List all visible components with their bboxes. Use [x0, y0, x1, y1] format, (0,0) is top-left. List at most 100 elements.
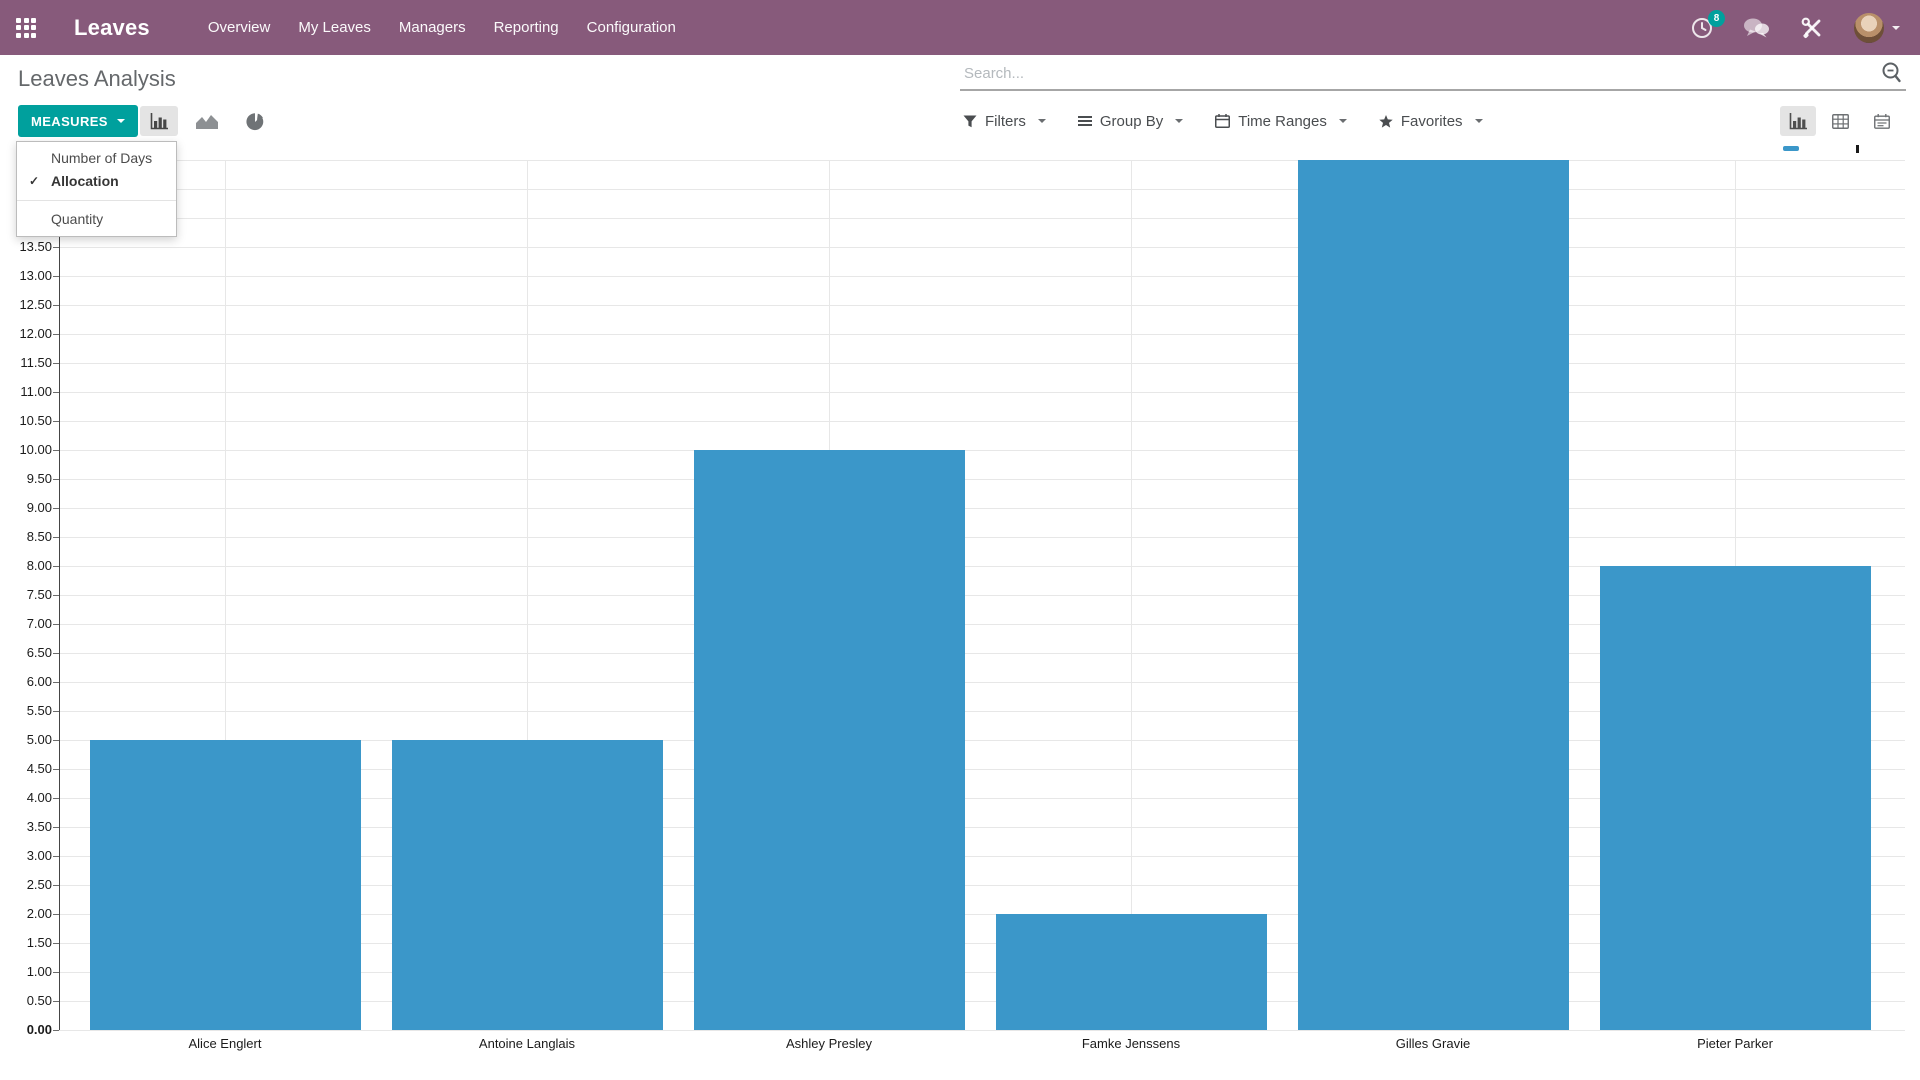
menu-item-overview[interactable]: Overview: [207, 19, 271, 36]
favorites-menu[interactable]: Favorites: [1379, 113, 1483, 130]
y-tick-mark: [53, 884, 59, 886]
bar[interactable]: [995, 914, 1267, 1030]
y-gridline: [59, 855, 1905, 857]
search-bar: [960, 56, 1906, 91]
messages-button[interactable]: [1743, 17, 1770, 39]
y-tick-label: 5.50: [26, 703, 52, 718]
y-tick-label: 9.00: [26, 500, 52, 515]
group-by-label: Group By: [1099, 112, 1164, 130]
view-switcher: [1780, 106, 1900, 136]
x-gridline: [224, 160, 226, 1030]
activities-button[interactable]: 8: [1691, 9, 1725, 39]
menu-item-my-leaves[interactable]: My Leaves: [298, 19, 371, 36]
y-tick-label: 13.50: [19, 239, 52, 254]
y-tick-label: 10.00: [19, 442, 52, 457]
y-tick-label: 10.50: [19, 413, 52, 428]
y-tick-mark: [53, 391, 59, 393]
filters-menu[interactable]: Filters: [963, 113, 1046, 130]
y-tick-mark: [53, 507, 59, 509]
y-tick-label: 3.00: [26, 848, 52, 863]
pie-chart-type-button[interactable]: [236, 106, 274, 136]
y-tick-mark: [53, 826, 59, 828]
menu-item-configuration[interactable]: Configuration: [586, 19, 676, 36]
filters-label: Filters: [985, 112, 1026, 130]
search-icon[interactable]: [1880, 61, 1904, 85]
y-gridline: [59, 420, 1905, 422]
support-tools-button[interactable]: [1800, 16, 1824, 40]
y-tick-label: 6.50: [26, 645, 52, 660]
bar-chart-type-button[interactable]: [140, 106, 178, 136]
y-tick-mark: [53, 942, 59, 944]
apps-menu-button[interactable]: [0, 0, 52, 55]
x-axis-label: Famke Jenssens: [1081, 1036, 1181, 1051]
y-tick-mark: [53, 797, 59, 799]
bar[interactable]: [1599, 566, 1871, 1030]
menu-item-reporting[interactable]: Reporting: [493, 19, 559, 36]
legend-label-mark: [1856, 145, 1859, 153]
pivot-view-button[interactable]: [1822, 106, 1858, 136]
bar[interactable]: [1297, 160, 1569, 1030]
activity-count-badge: 8: [1708, 9, 1725, 27]
app-title[interactable]: Leaves: [74, 14, 150, 40]
y-tick-label: 4.00: [26, 790, 52, 805]
y-tick-label: 11.00: [20, 384, 52, 399]
measure-option-allocation[interactable]: ✓ Allocation: [17, 170, 176, 193]
measure-option-label: Number of Days: [51, 150, 153, 166]
measures-button-label: MEASURES: [31, 113, 108, 129]
y-gridline: [59, 217, 1905, 219]
y-gridline: [59, 507, 1905, 509]
measures-button[interactable]: MEASURES: [18, 105, 138, 137]
y-tick-mark: [53, 275, 59, 277]
y-tick-label: 1.00: [26, 964, 52, 979]
y-gridline: [59, 884, 1905, 886]
measure-option-number-of-days[interactable]: Number of Days: [17, 147, 176, 170]
user-menu[interactable]: [1854, 12, 1900, 43]
y-gridline: [59, 159, 1905, 161]
area-chart-icon: [196, 114, 218, 129]
y-tick-mark: [53, 855, 59, 857]
y-tick-label: 4.50: [26, 761, 52, 776]
y-gridline: [59, 710, 1905, 712]
bar[interactable]: [693, 450, 965, 1030]
y-gridline: [59, 188, 1905, 190]
search-input[interactable]: [962, 60, 1842, 86]
bar[interactable]: [89, 740, 361, 1030]
y-tick-mark: [53, 449, 59, 451]
time-ranges-menu[interactable]: Time Ranges: [1215, 113, 1347, 130]
y-gridline: [59, 971, 1905, 973]
y-gridline: [59, 739, 1905, 741]
y-tick-mark: [53, 710, 59, 712]
graph-view-button[interactable]: [1780, 106, 1816, 136]
y-tick-mark: [53, 739, 59, 741]
y-gridline: [59, 1029, 1905, 1031]
pie-chart-icon: [245, 112, 263, 130]
calendar-view-button[interactable]: [1864, 106, 1900, 136]
y-tick-mark: [53, 971, 59, 973]
measure-option-quantity[interactable]: Quantity: [17, 208, 176, 231]
y-gridline: [59, 449, 1905, 451]
calendar-icon: [1215, 114, 1231, 128]
check-icon: ✓: [29, 174, 40, 188]
bar[interactable]: [391, 740, 663, 1030]
y-tick-label: 13.00: [19, 268, 52, 283]
caret-down-icon: [116, 119, 125, 123]
y-tick-mark: [53, 1029, 59, 1031]
y-tick-label: 1.50: [26, 935, 52, 950]
measure-option-label: Allocation: [51, 173, 119, 189]
group-by-menu[interactable]: Group By: [1077, 112, 1184, 130]
caret-down-icon: [1474, 119, 1483, 123]
main-menu: Overview My Leaves Managers Reporting Co…: [194, 0, 690, 55]
y-tick-mark: [53, 478, 59, 480]
menu-item-managers[interactable]: Managers: [398, 19, 466, 36]
y-tick-label: 12.50: [19, 297, 52, 312]
y-tick-mark: [53, 913, 59, 915]
navbar-right: 8: [1661, 9, 1900, 43]
y-tick-label: 2.50: [26, 877, 52, 892]
favorites-label: Favorites: [1400, 112, 1463, 130]
y-tick-mark: [53, 623, 59, 625]
x-axis-label: Ashley Presley: [786, 1036, 872, 1051]
y-tick-mark: [53, 652, 59, 654]
y-gridline: [59, 333, 1905, 335]
line-chart-type-button[interactable]: [188, 106, 226, 136]
